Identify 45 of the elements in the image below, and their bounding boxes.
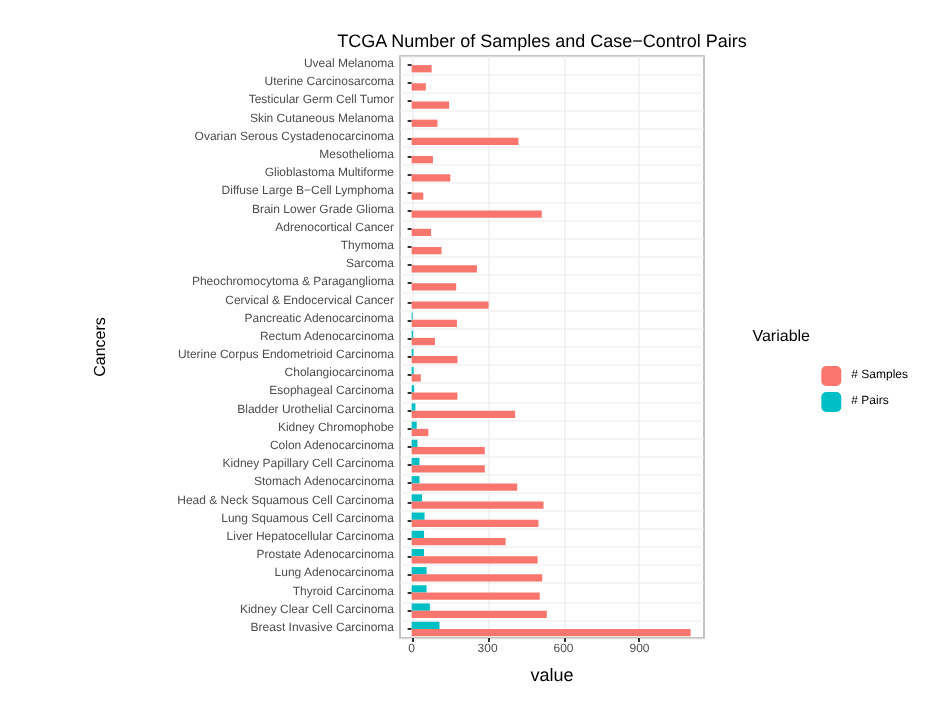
bar bbox=[411, 410, 516, 418]
bar bbox=[411, 246, 442, 255]
bar bbox=[411, 621, 440, 629]
bar bbox=[411, 428, 429, 437]
bar bbox=[411, 494, 423, 502]
bar bbox=[411, 301, 489, 309]
bar bbox=[411, 465, 485, 473]
bar bbox=[411, 265, 477, 273]
bar bbox=[411, 585, 427, 593]
bar bbox=[411, 119, 438, 127]
bar bbox=[411, 392, 458, 400]
bar bbox=[411, 101, 450, 109]
chart-title: TCGA Number of Samples and Case−Control Pairs bbox=[337, 31, 748, 51]
bar bbox=[411, 548, 425, 557]
bar bbox=[411, 537, 506, 546]
bar bbox=[411, 228, 432, 237]
bar bbox=[411, 519, 539, 528]
bar bbox=[411, 210, 542, 218]
bar bbox=[411, 192, 424, 200]
legend-title: Variable bbox=[752, 327, 812, 345]
bar bbox=[411, 483, 518, 491]
bar bbox=[411, 356, 458, 364]
bar bbox=[411, 447, 485, 455]
bar bbox=[411, 610, 547, 618]
bar bbox=[411, 592, 540, 600]
bar bbox=[411, 156, 433, 164]
bar bbox=[411, 628, 691, 637]
y-axis-title: Cancers bbox=[91, 317, 109, 377]
bar bbox=[411, 603, 430, 611]
bar bbox=[411, 567, 427, 575]
bar bbox=[411, 65, 432, 73]
bar bbox=[411, 337, 435, 346]
bar bbox=[411, 421, 417, 429]
bar bbox=[411, 501, 544, 509]
bar bbox=[411, 574, 543, 582]
bar bbox=[411, 556, 538, 564]
bar bbox=[411, 374, 421, 382]
bar bbox=[411, 83, 426, 91]
x-axis-title: value bbox=[530, 665, 574, 685]
bar bbox=[411, 530, 425, 538]
bar bbox=[411, 137, 519, 146]
bar bbox=[411, 319, 457, 327]
bar bbox=[411, 174, 451, 182]
bar bbox=[411, 283, 457, 291]
bar bbox=[411, 512, 425, 520]
